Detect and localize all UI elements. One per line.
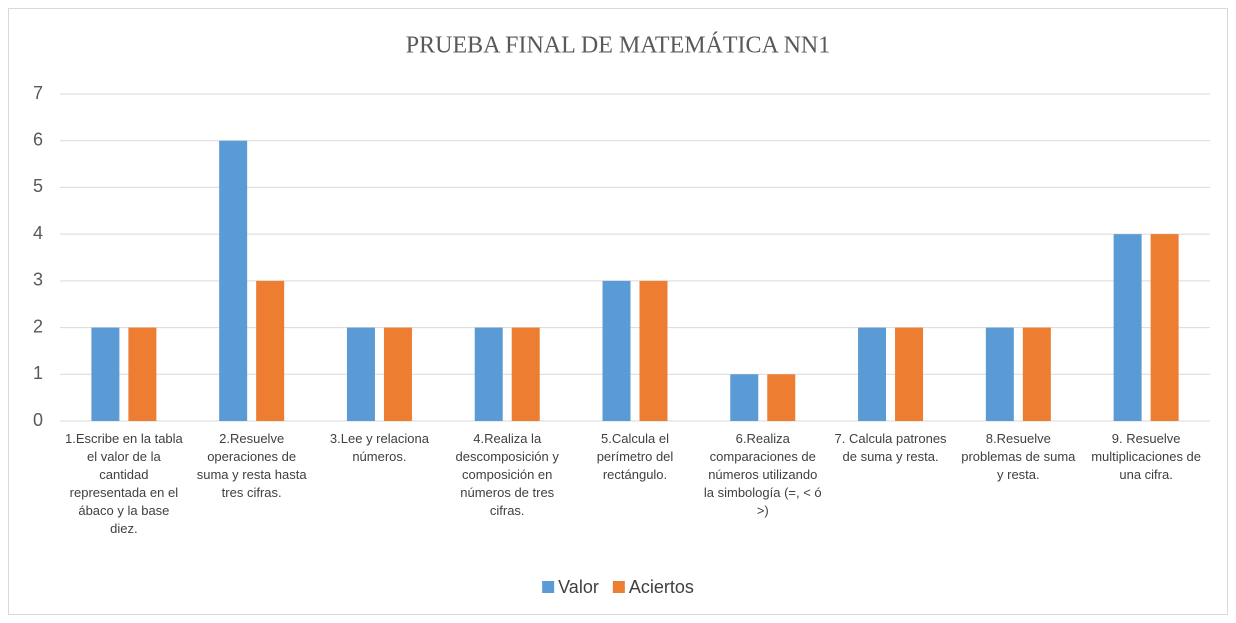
x-tick-label: 3.Lee y relaciona números. [330,431,430,464]
bar [383,327,412,421]
legend: Valor Aciertos [542,577,694,597]
x-tick-label-line: 6.Realiza [736,431,791,446]
x-tick-label-line: 8.Resuelve [986,431,1051,446]
x-tick-label: 7. Calcula patrones de suma y resta. [835,431,948,464]
x-tick-label: 4.Realiza la descomposición y composición … [456,431,560,518]
bar [219,140,248,421]
x-tick-label: 9. Resuelve multiplicaciones de una cifra. [1091,431,1201,482]
x-tick-label-line: operaciones de [207,449,296,464]
bar [346,327,375,421]
y-tick-label: 7 [33,83,43,103]
bar [474,327,503,421]
x-tick-label-line: números de tres [460,485,554,500]
x-tick-label: 8.Resuelve problemas de suma y resta. [961,431,1076,482]
x-tick-label-line: representada en el [70,485,179,500]
x-tick-label-line: multiplicaciones de [1091,449,1201,464]
bar [1022,327,1051,421]
x-tick-label-line: perímetro del [597,449,674,464]
bar [895,327,924,421]
bar [256,280,285,421]
bar [1113,234,1142,421]
x-tick-label-line: 4.Realiza la [473,431,542,446]
legend-label: Aciertos [629,577,694,597]
y-tick-label: 4 [33,223,43,243]
bar [639,280,668,421]
x-tick-label-line: una cifra. [1119,467,1172,482]
x-tick-label-line: 3.Lee y relaciona [330,431,430,446]
y-tick-label: 6 [33,129,43,149]
bar [730,374,759,421]
x-tick-label-line: 5.Calcula el [601,431,669,446]
x-tick-label-line: cantidad [99,467,148,482]
x-tick-label-line: 1.Escribe en la tabla [65,431,184,446]
bar [858,327,887,421]
bar [767,374,796,421]
x-tick-label-line: rectángulo. [603,467,667,482]
y-tick-label: 3 [33,270,43,290]
x-tick-label-line: composición en [462,467,552,482]
legend-swatch [542,581,555,593]
x-tick-label-line: 9. Resuelve [1112,431,1181,446]
x-tick-label-line: suma y resta hasta [197,467,308,482]
bar [91,327,120,421]
x-tick-label: 5.Calcula el perímetro del rectángulo. [597,431,674,482]
x-tick-label-line: comparaciones de [710,449,816,464]
y-tick-label: 0 [33,410,43,430]
x-tick-label-line: el valor de la [87,449,161,464]
x-tick-label-line: ábaco y la base [78,503,169,518]
x-tick-label-line: y resta. [997,467,1040,482]
y-tick-label: 1 [33,363,43,383]
x-tick-label-line: diez. [110,521,137,536]
bar [511,327,540,421]
x-tick-label-line: cifras. [490,503,525,518]
bar [128,327,157,421]
x-tick-label: 2.Resuelve operaciones de suma y resta has… [197,431,308,500]
x-tick-label-line: de suma y resta. [843,449,939,464]
bar [1150,234,1179,421]
x-tick-label-line: números utilizando [708,467,817,482]
y-tick-label: 5 [33,176,43,196]
x-tick-label-line: problemas de suma [961,449,1076,464]
bar [602,280,631,421]
legend-label: Valor [558,577,599,597]
legend-swatch [612,581,625,593]
x-tick-label-line: tres cifras. [222,485,282,500]
x-tick-label-line: 7. Calcula patrones [835,431,948,446]
x-tick-label-line: la simbología (=, < ó [704,485,822,500]
x-tick-label-line: 2.Resuelve [219,431,284,446]
x-tick-label: 6.Realiza comparaciones de números utiliza… [704,431,822,518]
x-tick-label-line: números. [352,449,406,464]
x-tick-label: 1.Escribe en la tabla el valor de la canti… [65,431,184,536]
chart-title: PRUEBA FINAL DE MATEMÁTICA NN1 [406,33,830,59]
bar [985,327,1014,421]
y-tick-label: 2 [33,316,43,336]
x-tick-label-line: descomposición y [456,449,560,464]
x-tick-label-line: >) [757,503,769,518]
